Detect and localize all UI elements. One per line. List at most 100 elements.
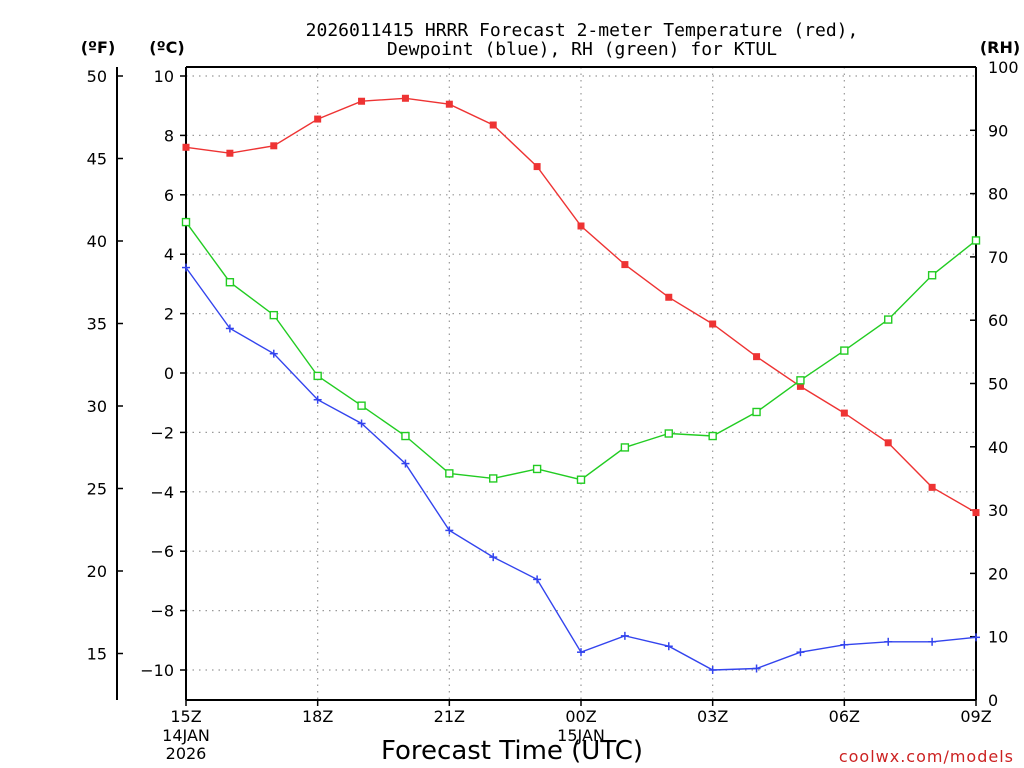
celsius-tick-label: 4 bbox=[164, 245, 174, 264]
x-tick-date-label: 14JAN bbox=[162, 726, 210, 745]
temperature-point bbox=[314, 115, 322, 123]
celsius-tick-label: −8 bbox=[150, 602, 174, 621]
x-axis-label: Forecast Time (UTC) bbox=[381, 736, 643, 766]
chart-title-line1: 2026011415 HRRR Forecast 2-meter Tempera… bbox=[306, 20, 859, 41]
rh-point bbox=[664, 429, 673, 438]
temperature-point bbox=[665, 293, 673, 301]
celsius-tick-label: −6 bbox=[150, 542, 174, 561]
celsius-tick-label: 10 bbox=[154, 67, 174, 86]
celsius-tick-label: −2 bbox=[150, 423, 174, 442]
dewpoint-point bbox=[401, 459, 410, 468]
celsius-tick-label: 2 bbox=[164, 305, 174, 324]
temperature-point bbox=[972, 509, 980, 517]
x-tick-label: 18Z bbox=[302, 707, 333, 726]
rh-tick-label: 90 bbox=[988, 121, 1008, 140]
fahrenheit-tick-label: 35 bbox=[87, 315, 107, 334]
temperature-point bbox=[270, 142, 278, 150]
x-tick-label: 06Z bbox=[829, 707, 860, 726]
temperature-point bbox=[840, 409, 848, 417]
rh-point bbox=[313, 371, 322, 381]
rh-line bbox=[185, 221, 977, 481]
dewpoint-point bbox=[225, 324, 234, 333]
rh-point bbox=[532, 464, 542, 474]
rh-point bbox=[445, 469, 454, 478]
x-tick-date-label: 15JAN bbox=[557, 726, 605, 745]
dewpoint-point bbox=[182, 263, 190, 272]
rh-tick-label: 100 bbox=[988, 58, 1019, 77]
dewpoint-point bbox=[840, 640, 849, 649]
rh-tick-label: 0 bbox=[988, 691, 998, 710]
series-temperature bbox=[182, 94, 980, 517]
dewpoint-point bbox=[972, 633, 980, 642]
fahrenheit-tick-label: 20 bbox=[87, 562, 107, 581]
rh-point bbox=[181, 217, 191, 227]
fahrenheit-tick-label: 40 bbox=[87, 232, 107, 251]
rh-point bbox=[752, 407, 761, 417]
x-tick-label: 00Z bbox=[565, 707, 596, 726]
temperature-line bbox=[185, 97, 977, 514]
celsius-tick-label: 6 bbox=[164, 186, 174, 205]
x-tick-label: 09Z bbox=[960, 707, 991, 726]
temperature-point bbox=[445, 100, 453, 108]
temperature-point bbox=[884, 439, 892, 447]
rh-tick-label: 80 bbox=[988, 185, 1008, 204]
dewpoint-point bbox=[577, 648, 585, 657]
rh-point bbox=[971, 236, 981, 245]
rh-point bbox=[357, 401, 366, 410]
rh-tick-label: 10 bbox=[988, 628, 1008, 647]
fahrenheit-tick-label: 50 bbox=[87, 67, 107, 86]
rh-tick-label: 70 bbox=[988, 248, 1008, 267]
temperature-point bbox=[401, 94, 409, 102]
dewpoint-point bbox=[752, 664, 761, 673]
celsius-tick-label: 8 bbox=[164, 126, 174, 145]
temperature-point bbox=[928, 483, 936, 491]
rh-tick-label: 40 bbox=[988, 438, 1008, 457]
dewpoint-point bbox=[445, 526, 454, 535]
temperature-point bbox=[796, 382, 804, 390]
dewpoint-point bbox=[620, 631, 629, 640]
celsius-unit-label: (ºC) bbox=[149, 38, 184, 57]
rh-point bbox=[708, 431, 717, 441]
temperature-point bbox=[489, 121, 497, 129]
dewpoint-point bbox=[928, 637, 937, 646]
credit-text: coolwx.com/models bbox=[839, 747, 1014, 766]
rh-tick-label: 30 bbox=[988, 501, 1008, 520]
temperature-point bbox=[533, 163, 541, 171]
dewpoint-point bbox=[708, 666, 717, 674]
fahrenheit-tick-label: 15 bbox=[87, 645, 107, 664]
dewpoint-point bbox=[884, 637, 893, 646]
rh-point bbox=[269, 310, 278, 320]
dewpoint-point bbox=[664, 642, 673, 651]
chart-title-line2: Dewpoint (blue), RH (green) for KTUL bbox=[387, 39, 777, 60]
rh-tick-label: 60 bbox=[988, 311, 1008, 330]
temperature-point bbox=[226, 149, 234, 157]
fahrenheit-unit-label: (ºF) bbox=[81, 38, 116, 57]
x-tick-year-label: 2026 bbox=[166, 744, 207, 763]
series-rh bbox=[181, 217, 981, 484]
dewpoint-point bbox=[796, 648, 805, 657]
fahrenheit-tick-label: 30 bbox=[87, 397, 107, 416]
rh-point bbox=[840, 346, 849, 355]
rh-tick-label: 20 bbox=[988, 564, 1008, 583]
dewpoint-point bbox=[313, 395, 322, 404]
rh-point bbox=[576, 475, 586, 484]
celsius-tick-label: −10 bbox=[140, 661, 174, 680]
dewpoint-point bbox=[357, 419, 366, 428]
temperature-point bbox=[182, 143, 190, 151]
rh-tick-label: 50 bbox=[988, 375, 1008, 394]
rh-point bbox=[620, 443, 630, 452]
fahrenheit-tick-label: 45 bbox=[87, 150, 107, 169]
rh-point bbox=[927, 271, 937, 280]
x-tick-label: 03Z bbox=[697, 707, 728, 726]
rh-point bbox=[489, 474, 498, 483]
rh-point bbox=[401, 431, 410, 441]
rh-point bbox=[796, 376, 805, 385]
dewpoint-point bbox=[269, 349, 278, 358]
temperature-point bbox=[753, 353, 761, 361]
temperature-point bbox=[358, 97, 366, 105]
temperature-point bbox=[709, 320, 717, 328]
temperature-point bbox=[577, 222, 585, 230]
x-tick-label: 15Z bbox=[170, 707, 201, 726]
celsius-tick-label: 0 bbox=[164, 364, 174, 383]
